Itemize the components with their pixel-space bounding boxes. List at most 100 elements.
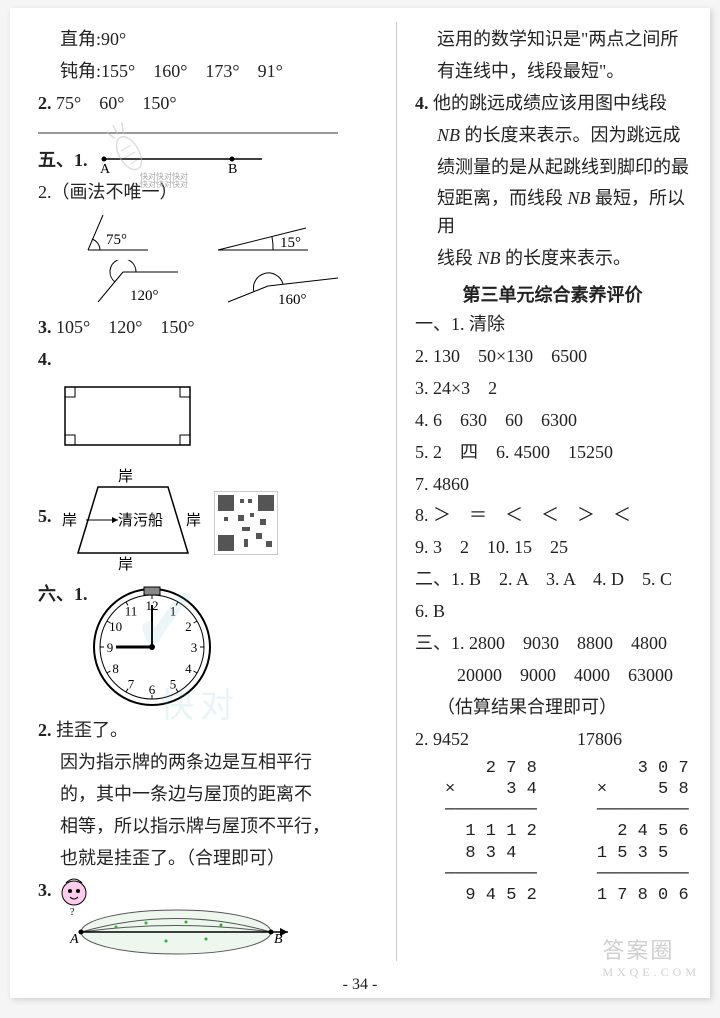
svg-text:15°: 15° bbox=[280, 235, 301, 251]
section-six-1: 六、1. 121234567891011 bbox=[38, 581, 378, 713]
text: 他的跳远成绩应该用图中线段 bbox=[433, 93, 667, 113]
angles-row-1: 75° 15° bbox=[78, 210, 378, 260]
answer-line: 8. ＞ ＝ ＜ ＜ ＞ ＜ bbox=[415, 502, 690, 530]
text-line: 线段 NB 的长度来表示。 bbox=[415, 245, 690, 273]
trapezoid-figure: 岸 岸 岸 岸 清污船 bbox=[58, 465, 208, 575]
text: 线段 bbox=[437, 248, 478, 268]
unit-title: 第三单元综合素养评价 bbox=[415, 281, 690, 307]
answer-line: 3. 24×3 2 bbox=[415, 375, 690, 403]
svg-text:8: 8 bbox=[112, 661, 119, 676]
text-line: 2.（画法不唯一） bbox=[38, 179, 378, 207]
text-line: 4. 他的跳远成绩应该用图中线段 bbox=[415, 90, 690, 118]
answer-line: 5. 2 四 6. 4500 15250 bbox=[415, 439, 690, 467]
section-five-1: 五、1. A B bbox=[38, 147, 378, 175]
svg-text:岸: 岸 bbox=[62, 512, 77, 529]
left-column: 直角:90° 钝角:155° 160° 173° 91° 2. 75° 60° … bbox=[38, 22, 378, 961]
footer-watermark: 答案圈 MXQE.COM bbox=[602, 933, 700, 980]
text: 的长度来表示。 bbox=[501, 248, 632, 268]
svg-text:1: 1 bbox=[169, 604, 176, 619]
svg-text:A: A bbox=[69, 932, 79, 947]
answer-line: 三、1. 2800 9030 8800 4800 bbox=[415, 630, 690, 658]
svg-text:11: 11 bbox=[124, 604, 137, 619]
text-line: 2. 75° 60° 150° bbox=[38, 90, 378, 118]
item-number: 2. bbox=[38, 720, 52, 740]
svg-text:120°: 120° bbox=[130, 288, 159, 304]
svg-text:B: B bbox=[228, 162, 237, 175]
var-nb: NB bbox=[478, 248, 501, 268]
qrcode-icon bbox=[214, 491, 278, 555]
answer-line: 2. 130 50×130 6500 bbox=[415, 343, 690, 371]
text-line: 3. 105° 120° 150° bbox=[38, 314, 378, 342]
text-line: 因为指示牌的两条边是互相平行 bbox=[38, 749, 378, 777]
svg-text:5: 5 bbox=[169, 677, 176, 692]
section-label: 五、1. bbox=[38, 150, 88, 170]
answer-line: 20000 9000 4000 63000 bbox=[415, 662, 690, 690]
right-column: 运用的数学知识是"两点之间所 有连线中，线段最短"。 4. 他的跳远成绩应该用图… bbox=[415, 22, 690, 961]
svg-text:?: ? bbox=[70, 907, 75, 918]
item-number: 2. bbox=[38, 93, 52, 113]
svg-text:9: 9 bbox=[106, 640, 113, 655]
text-line: 运用的数学知识是"两点之间所 bbox=[415, 26, 690, 54]
text-line: 的，其中一条边与屋顶的距离不 bbox=[38, 781, 378, 809]
svg-text:2: 2 bbox=[185, 619, 192, 634]
text-line: 绩测量的是从起跳线到脚印的最 bbox=[415, 154, 690, 182]
tiny-watermark: 快对快对快对快对快对快对 bbox=[140, 173, 188, 189]
mult-col-1: 2 7 8 × 3 4 ───────── 1 1 1 2 8 3 4 ────… bbox=[445, 758, 537, 907]
text-line: 相等，所以指示牌与屋顶不平行， bbox=[38, 813, 378, 841]
svg-text:清污船: 清污船 bbox=[118, 512, 163, 529]
svg-text:4: 4 bbox=[185, 661, 192, 676]
text: 挂歪了。 bbox=[56, 720, 128, 740]
var-nb: NB bbox=[437, 125, 460, 145]
answer-line: 2. 9452 17806 bbox=[415, 726, 690, 754]
section-label: 六、1. bbox=[38, 581, 88, 609]
answer-line: 二、1. B 2. A 3. A 4. D 5. C bbox=[415, 566, 690, 594]
angles-row-2: 120° 160° bbox=[78, 260, 378, 310]
text: 2. 130 50×130 6500 bbox=[415, 346, 587, 366]
text-line: NB 的长度来表示。因为跳远成 bbox=[415, 122, 690, 150]
svg-text:岸: 岸 bbox=[118, 468, 133, 485]
svg-text:10: 10 bbox=[109, 619, 122, 634]
two-column-layout: 直角:90° 钝角:155° 160° 173° 91° 2. 75° 60° … bbox=[38, 22, 690, 961]
item-number: 5. bbox=[38, 503, 52, 531]
text: 的长度来表示。因为跳远成 bbox=[460, 125, 681, 145]
rectangle-figure bbox=[60, 382, 200, 452]
item-number: 4. bbox=[38, 349, 52, 369]
text: 短距离，而线段 bbox=[437, 188, 568, 208]
clock-figure: 121234567891011 bbox=[88, 583, 216, 711]
item-3-figure: 3. ? A B bbox=[38, 877, 378, 957]
column-divider bbox=[396, 22, 397, 961]
text-line: 2. 挂歪了。 bbox=[38, 717, 378, 745]
item-number: 3. bbox=[38, 877, 52, 905]
svg-text:岸: 岸 bbox=[118, 556, 133, 573]
svg-text:160°: 160° bbox=[278, 292, 307, 308]
item-4: 4. bbox=[38, 346, 378, 374]
answer-line: 7. 4860 bbox=[415, 471, 690, 499]
svg-text:B: B bbox=[274, 932, 283, 947]
rule-line bbox=[38, 128, 338, 138]
multiplication-work: 2 7 8 × 3 4 ───────── 1 1 1 2 8 3 4 ────… bbox=[415, 758, 690, 907]
answer-line: 9. 3 2 10. 15 25 bbox=[415, 534, 690, 562]
answer-line: 4. 6 630 60 6300 bbox=[415, 407, 690, 435]
answer-line: （估算结果合理即可） bbox=[415, 694, 690, 722]
answer-line: 一、1. 清除 bbox=[415, 311, 690, 339]
item-number: 3. bbox=[38, 317, 52, 337]
svg-text:6: 6 bbox=[148, 682, 155, 697]
text: 75° 60° 150° bbox=[56, 93, 177, 113]
answer-line: 6. B bbox=[415, 598, 690, 626]
item-number: 4. bbox=[415, 93, 429, 113]
eye-figure: ? A B bbox=[56, 877, 296, 957]
mult-col-2: 3 0 7 × 5 8 ───────── 2 4 5 6 1 5 3 5 ──… bbox=[597, 758, 689, 907]
svg-text:75°: 75° bbox=[106, 232, 127, 248]
text-line: 有连线中，线段最短"。 bbox=[415, 58, 690, 86]
item-5: 5. 岸 岸 岸 岸 清污船 bbox=[38, 463, 378, 577]
text-line: 钝角:155° 160° 173° 91° bbox=[38, 58, 378, 86]
text: 105° 120° 150° bbox=[56, 317, 195, 337]
svg-text:岸: 岸 bbox=[186, 512, 201, 529]
svg-text:A: A bbox=[100, 162, 111, 175]
var-nb: NB bbox=[568, 188, 591, 208]
wm-url: MXQE.COM bbox=[602, 965, 700, 980]
text-line: 短距离，而线段 NB 最短，所以用 bbox=[415, 185, 690, 241]
svg-text:7: 7 bbox=[127, 677, 134, 692]
page: ✓ 快对 直角:90° 钝角:155° 160° 173° 91° 2. 75°… bbox=[10, 8, 710, 998]
text-line: 也就是挂歪了。（合理即可） bbox=[38, 845, 378, 873]
